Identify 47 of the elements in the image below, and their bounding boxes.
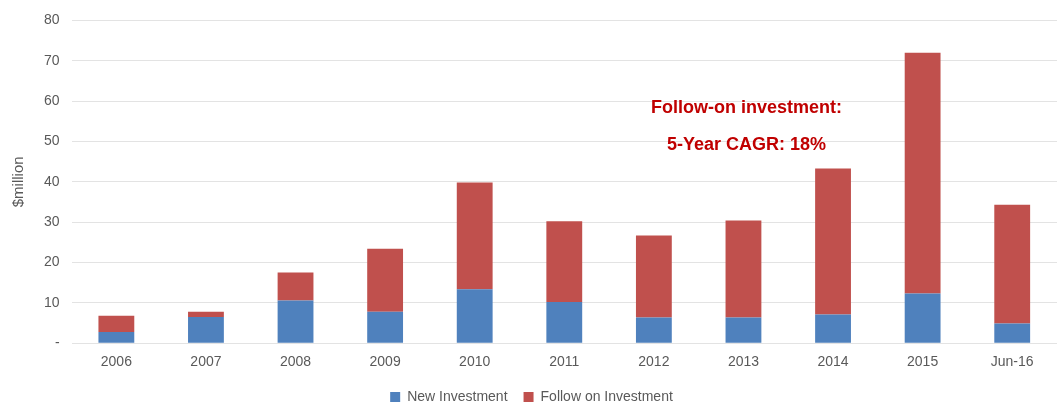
- bar: [98, 331, 135, 343]
- x-tick-label: 2012: [638, 353, 670, 370]
- bar: [904, 52, 941, 294]
- x-tick-label: 2007: [190, 353, 222, 370]
- y-axis-title: $million: [9, 156, 27, 208]
- x-tick-label: 2006: [100, 353, 133, 370]
- x-tick-label: 2011: [549, 353, 580, 370]
- annotation: 5-Year CAGR: 18%: [667, 134, 827, 155]
- y-tick-label: 10: [43, 293, 60, 310]
- y-tick-label: 40: [43, 172, 60, 189]
- bar: [546, 221, 583, 303]
- bar: [635, 317, 672, 343]
- x-tick-label: 2014: [817, 353, 849, 370]
- y-tick-label: 60: [43, 91, 60, 108]
- x-tick-label: 2008: [279, 353, 312, 370]
- bar: [98, 315, 135, 332]
- y-tick-label: 20: [43, 253, 60, 270]
- bar: [994, 204, 1031, 324]
- bar: [456, 289, 493, 343]
- bar: [367, 311, 404, 343]
- y-tick-label: 70: [43, 51, 60, 68]
- bar: [367, 248, 404, 312]
- y-tick-label: 50: [43, 132, 60, 149]
- x-tick-label: 2009: [369, 353, 401, 370]
- legend-label: Follow on Investment: [540, 387, 673, 404]
- bar: [725, 317, 762, 343]
- y-tick-label: 30: [43, 213, 60, 230]
- y-tick-label: -: [54, 334, 60, 351]
- bar: [456, 182, 493, 290]
- bar: [546, 302, 583, 343]
- bar: [635, 235, 672, 318]
- x-tick-label: 2015: [907, 353, 939, 370]
- bar: [725, 220, 762, 318]
- bar: [904, 293, 941, 343]
- annotation: Follow-on investment:: [651, 97, 843, 118]
- legend-label: New Investment: [407, 387, 508, 404]
- bar: [815, 168, 851, 315]
- bar: [277, 300, 314, 343]
- bar: [815, 314, 851, 343]
- bar: [188, 311, 224, 317]
- bar: [188, 316, 224, 343]
- bar: [277, 272, 314, 301]
- x-tick-label: Jun-16: [990, 353, 1034, 370]
- x-tick-label: 2013: [727, 353, 760, 370]
- y-tick-label: 80: [43, 11, 60, 28]
- x-tick-label: 2010: [459, 353, 491, 370]
- bar: [994, 323, 1031, 343]
